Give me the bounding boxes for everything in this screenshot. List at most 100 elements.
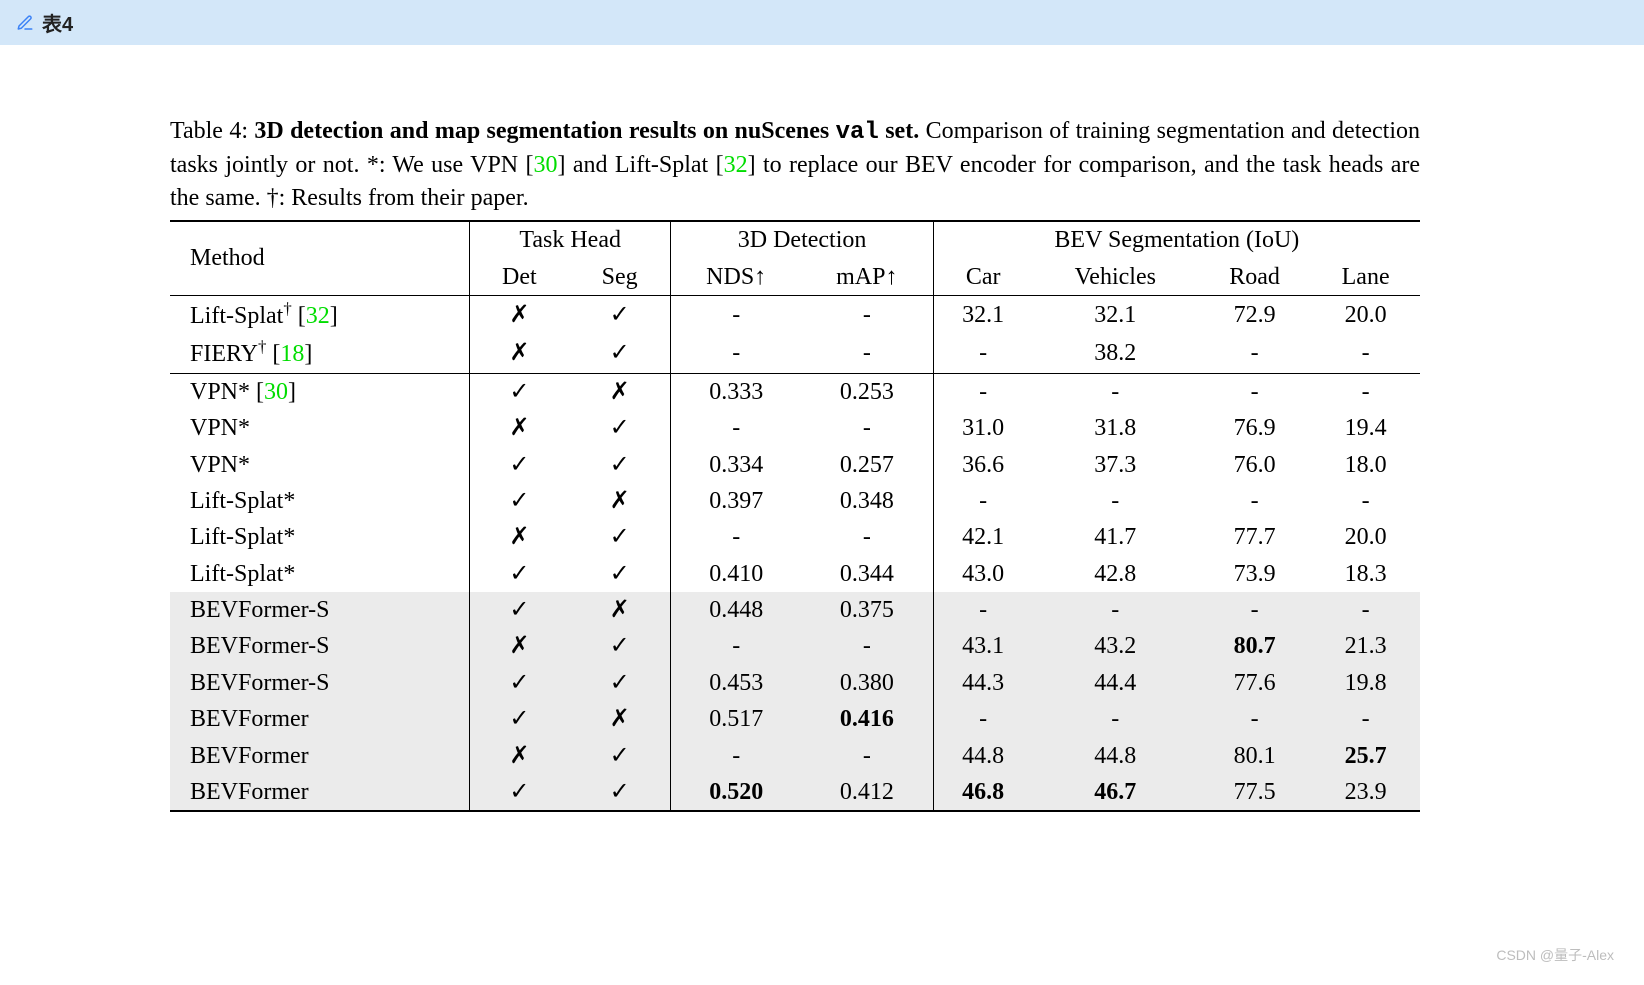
cell-value: ✓ [569,556,671,592]
cell-value: 46.8 [933,774,1032,811]
cell-value: ✓ [469,373,568,410]
cell-value: 20.0 [1311,519,1420,555]
cell-value: 77.6 [1198,665,1311,701]
cell-value: 46.7 [1033,774,1198,811]
cell-value: 0.375 [801,592,933,628]
cell-value: ✗ [469,628,568,664]
cell-method: BEVFormer [170,738,469,774]
results-table: Method Task Head 3D Detection BEV Segmen… [170,220,1420,812]
col-det: Det [469,259,568,296]
caption-title2: set. [879,118,919,144]
cell-value: - [671,334,801,373]
cell-value: 0.257 [801,447,933,483]
cell-value: 31.0 [933,410,1032,446]
cell-value: ✓ [469,701,568,737]
cell-value: ✓ [569,628,671,664]
table-row: Lift-Splat*✗✓--42.141.777.720.0 [170,519,1420,555]
section-header: 表4 [0,0,1644,45]
cell-value: - [1033,483,1198,519]
cell-value: - [1033,701,1198,737]
cell-value: 0.410 [671,556,801,592]
cell-value: 32.1 [1033,295,1198,334]
table-row: VPN* [30]✓✗0.3330.253---- [170,373,1420,410]
cell-value: - [933,334,1032,373]
caption-ref2: 32 [724,152,748,178]
cell-value: 18.3 [1311,556,1420,592]
table-row: BEVFormer✗✓--44.844.880.125.7 [170,738,1420,774]
cell-value: - [1033,592,1198,628]
cell-value: - [933,592,1032,628]
caption-title: 3D detection and map segmentation result… [254,118,835,144]
cell-value: 0.453 [671,665,801,701]
cell-value: - [1311,592,1420,628]
cell-value: ✓ [469,665,568,701]
cell-value: 31.8 [1033,410,1198,446]
cell-method: BEVFormer [170,774,469,811]
cell-value: 73.9 [1198,556,1311,592]
caption-desc2: ] and Lift-Splat [ [558,152,724,178]
cell-method: VPN* [30] [170,373,469,410]
col-method: Method [170,221,469,295]
cell-value: ✗ [469,410,568,446]
cell-value: 0.397 [671,483,801,519]
cell-value: 25.7 [1311,738,1420,774]
cell-value: 44.3 [933,665,1032,701]
table-row: BEVFormer✓✓0.5200.41246.846.777.523.9 [170,774,1420,811]
header-row-1: Method Task Head 3D Detection BEV Segmen… [170,221,1420,258]
cell-value: ✓ [469,447,568,483]
cell-value: ✗ [569,701,671,737]
cell-value: 38.2 [1033,334,1198,373]
cell-value: - [1198,334,1311,373]
paper-content: Table 4: 3D detection and map segmentati… [0,45,1420,852]
table-row: VPN*✗✓--31.031.876.919.4 [170,410,1420,446]
cell-value: 0.380 [801,665,933,701]
cell-value: - [1033,373,1198,410]
cell-value: - [933,483,1032,519]
cell-value: 20.0 [1311,295,1420,334]
cell-value: 0.517 [671,701,801,737]
cell-value: ✓ [569,447,671,483]
cell-value: ✗ [469,334,568,373]
cell-value: ✗ [469,519,568,555]
cell-value: 76.9 [1198,410,1311,446]
cell-value: 43.2 [1033,628,1198,664]
cell-value: - [801,334,933,373]
cell-value: - [671,519,801,555]
col-seg: Seg [569,259,671,296]
cell-value: - [1311,334,1420,373]
caption-ref1: 30 [534,152,558,178]
cell-value: ✓ [569,410,671,446]
cell-value: 0.333 [671,373,801,410]
cell-value: - [1198,483,1311,519]
table-row: BEVFormer-S✓✓0.4530.38044.344.477.619.8 [170,665,1420,701]
cell-value: 0.520 [671,774,801,811]
cell-value: 44.4 [1033,665,1198,701]
table-body: Lift-Splat† [32]✗✓--32.132.172.920.0FIER… [170,295,1420,811]
cell-value: 44.8 [1033,738,1198,774]
table-row: Lift-Splat*✓✗0.3970.348---- [170,483,1420,519]
cell-method: FIERY† [18] [170,334,469,373]
cell-value: ✓ [569,774,671,811]
cell-value: - [1311,483,1420,519]
cell-value: - [801,738,933,774]
cell-value: 42.1 [933,519,1032,555]
col-nds: NDS↑ [671,259,801,296]
cell-value: - [801,295,933,334]
cell-value: - [671,738,801,774]
cell-method: VPN* [170,410,469,446]
cell-value: ✗ [569,592,671,628]
cell-method: BEVFormer-S [170,665,469,701]
cell-value: 43.0 [933,556,1032,592]
cell-value: 43.1 [933,628,1032,664]
cell-value: ✓ [469,592,568,628]
cell-value: 44.8 [933,738,1032,774]
cell-value: - [801,410,933,446]
cell-value: - [801,628,933,664]
cell-value: ✓ [469,774,568,811]
cell-value: 72.9 [1198,295,1311,334]
cell-method: BEVFormer-S [170,592,469,628]
cell-value: 21.3 [1311,628,1420,664]
cell-value: 19.8 [1311,665,1420,701]
cell-method: VPN* [170,447,469,483]
pencil-icon [16,14,34,32]
